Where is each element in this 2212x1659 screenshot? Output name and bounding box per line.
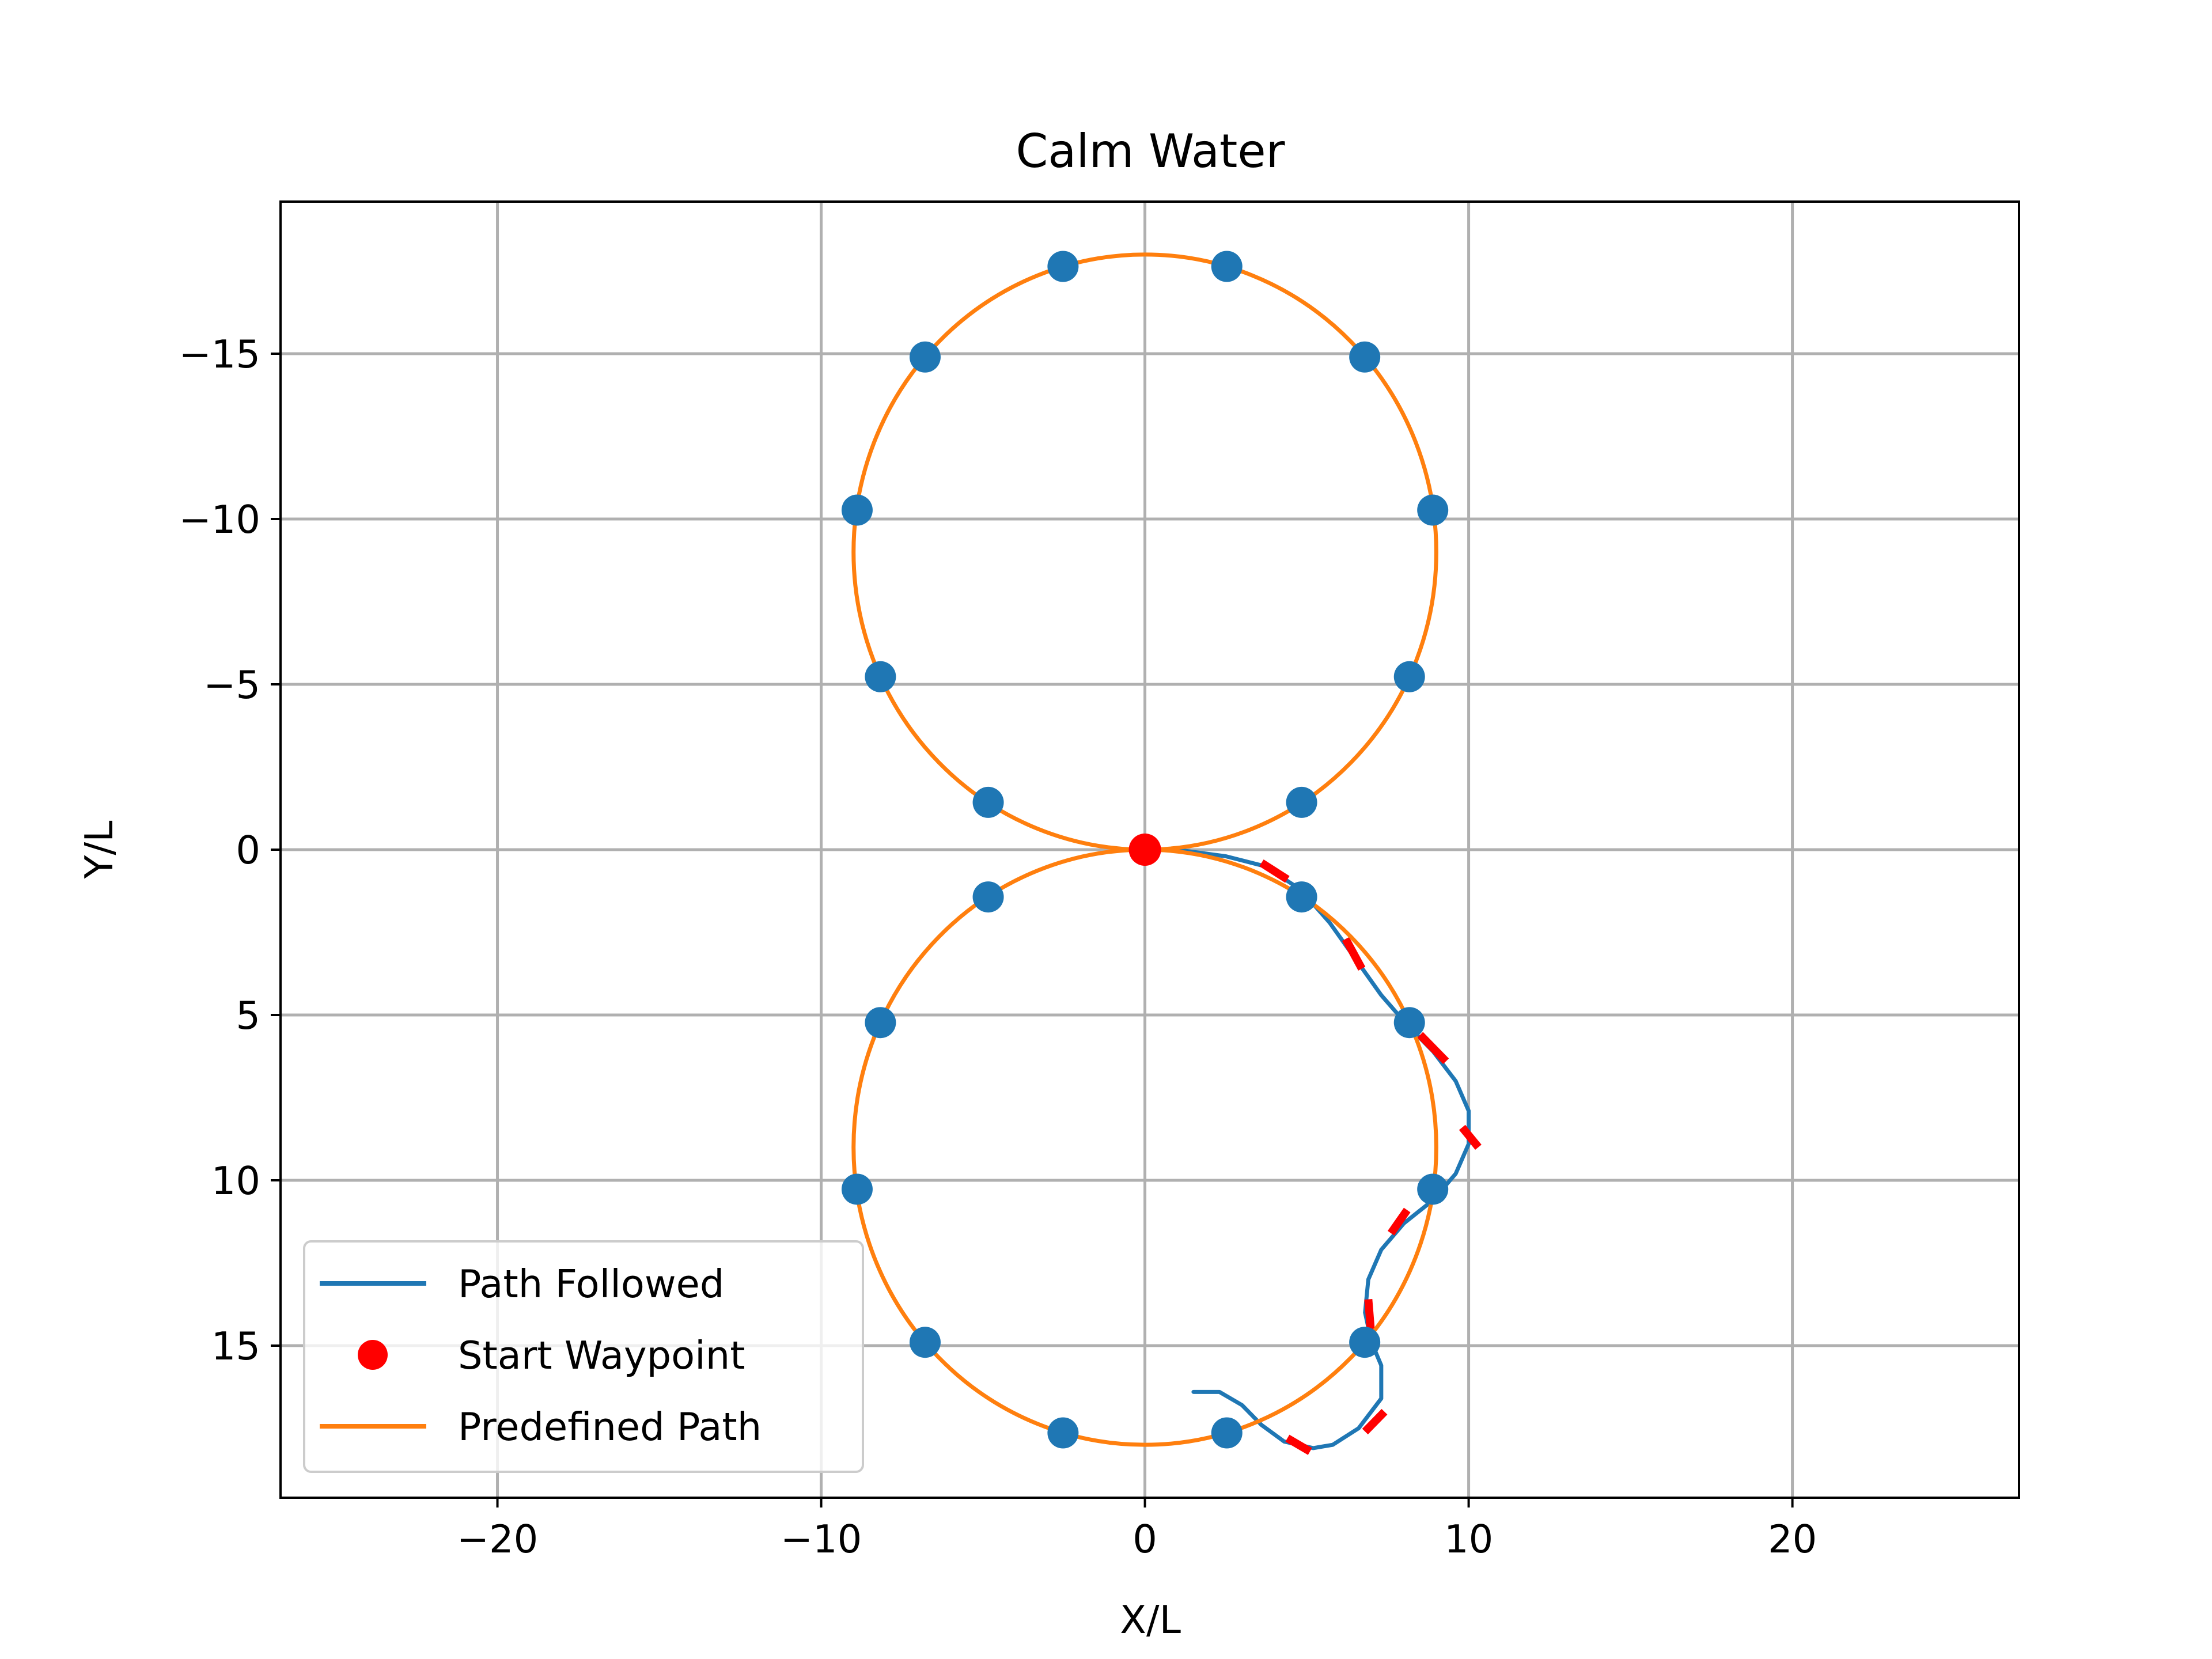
deviation-segment — [1259, 859, 1290, 883]
waypoint-marker — [865, 1007, 896, 1039]
y-tick-label: −5 — [203, 662, 260, 707]
waypoint-marker — [1047, 251, 1079, 282]
deviation-segment — [1459, 1124, 1482, 1150]
waypoint-marker — [1417, 1173, 1449, 1205]
legend-label-predefined-path: Predefined Path — [458, 1404, 762, 1449]
waypoint-marker — [841, 494, 873, 526]
waypoint-marker — [1417, 494, 1449, 526]
y-tick-label: −10 — [179, 497, 260, 542]
x-tick-label: 0 — [1132, 1517, 1157, 1562]
legend-box — [303, 1240, 864, 1473]
deviation-segment — [1362, 1408, 1388, 1435]
waypoint-marker — [1393, 1007, 1425, 1039]
waypoint-marker — [865, 661, 896, 692]
waypoint-marker — [972, 786, 1004, 818]
y-tick-label: 15 — [211, 1324, 260, 1369]
y-tick-label: 5 — [236, 993, 260, 1038]
waypoint-marker — [909, 341, 941, 373]
waypoint-marker — [972, 881, 1004, 913]
waypoint-marker — [1211, 251, 1243, 282]
waypoint-marker — [1349, 341, 1381, 373]
waypoint-marker — [1047, 1417, 1079, 1449]
deviation-segment — [1387, 1207, 1411, 1236]
start-waypoint-marker — [1128, 834, 1161, 866]
waypoint-marker — [1286, 881, 1317, 913]
chart-title: Calm Water — [1016, 124, 1285, 178]
grid — [281, 202, 2019, 1498]
legend-label-start-waypoint: Start Waypoint — [458, 1333, 745, 1378]
legend: Path Followed Start Waypoint Predefined … — [303, 1240, 864, 1473]
x-axis-label: X/L — [1120, 1597, 1181, 1642]
x-tick-label: −20 — [457, 1517, 538, 1562]
y-axis-label: Y/L — [77, 821, 122, 880]
ticks: −20 −10 0 10 20 −15 −10 −5 0 5 10 15 — [179, 332, 1817, 1562]
waypoint-marker — [1286, 786, 1317, 818]
waypoint-marker — [841, 1173, 873, 1205]
deviation-segment — [1285, 1434, 1312, 1455]
waypoint-marker — [1349, 1327, 1381, 1358]
deviation-segment — [1342, 937, 1366, 971]
deviation-segment — [1417, 1032, 1449, 1065]
legend-label-path-followed: Path Followed — [458, 1262, 724, 1306]
x-tick-label: 20 — [1768, 1517, 1817, 1562]
x-tick-label: −10 — [781, 1517, 862, 1562]
y-tick-label: 0 — [236, 828, 260, 873]
waypoint-marker — [1393, 661, 1425, 692]
y-tick-label: −15 — [179, 332, 260, 377]
x-tick-label: 10 — [1444, 1517, 1493, 1562]
waypoint-marker — [1211, 1417, 1243, 1449]
waypoint-marker — [909, 1327, 941, 1358]
y-tick-label: 10 — [211, 1158, 260, 1203]
legend-swatch-start-waypoint — [358, 1340, 388, 1370]
plot-content — [841, 251, 1482, 1455]
